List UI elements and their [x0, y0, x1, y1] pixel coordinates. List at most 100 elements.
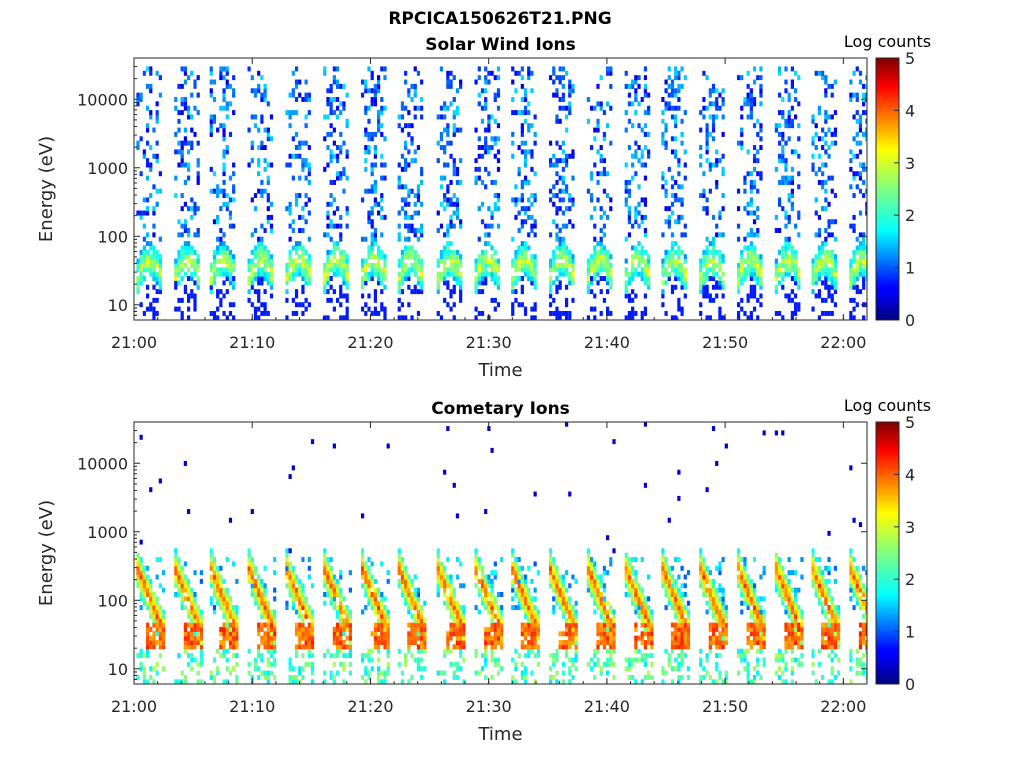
data-cell — [858, 171, 863, 177]
data-cell — [599, 310, 603, 316]
data-cell — [212, 578, 217, 584]
data-cell — [527, 267, 531, 273]
data-cell — [373, 228, 377, 233]
data-cell — [370, 561, 374, 567]
data-cell — [285, 271, 289, 277]
data-cell — [609, 626, 613, 632]
data-cell — [190, 622, 194, 628]
data-cell — [484, 592, 488, 597]
data-cell — [247, 548, 251, 554]
data-cell — [449, 635, 453, 641]
data-cell — [533, 618, 537, 624]
data-cell — [397, 552, 401, 558]
data-cell — [564, 605, 569, 611]
data-cell — [784, 236, 788, 242]
data-cell — [830, 258, 834, 264]
data-cell — [643, 92, 648, 98]
data-cell — [407, 162, 411, 168]
data-cell — [574, 631, 578, 637]
data-cell — [193, 644, 197, 650]
data-cell — [216, 315, 220, 320]
data-cell — [514, 297, 518, 303]
data-cell — [136, 101, 140, 107]
data-cell — [301, 600, 305, 606]
data-cell — [561, 631, 565, 637]
data-cell — [228, 622, 233, 628]
data-cell — [212, 679, 217, 684]
data-cell — [640, 605, 644, 611]
data-cell — [288, 201, 292, 207]
data-cell — [797, 75, 801, 81]
data-cell — [749, 101, 753, 107]
data-cell — [474, 565, 478, 571]
data-cell — [298, 640, 302, 645]
data-cell — [174, 267, 178, 273]
data-cell — [301, 302, 305, 308]
data-cell — [606, 276, 610, 281]
data-cell — [155, 153, 159, 159]
data-cell — [790, 206, 794, 212]
data-cell — [177, 592, 181, 597]
data-cell — [500, 605, 504, 611]
data-cell — [814, 131, 818, 137]
data-cell — [294, 574, 299, 580]
data-cell — [443, 245, 447, 251]
data-cell — [136, 574, 140, 580]
data-cell — [477, 670, 481, 676]
data-cell — [360, 609, 365, 615]
data-cell — [533, 280, 537, 286]
data-cell — [702, 262, 706, 268]
data-cell — [446, 188, 450, 194]
data-cell — [288, 661, 292, 667]
data-cell — [253, 123, 258, 129]
data-cell — [260, 249, 264, 255]
data-cell — [514, 570, 518, 576]
data-cell — [145, 158, 150, 164]
data-cell — [872, 280, 875, 285]
data-cell — [552, 219, 556, 225]
data-cell — [593, 653, 597, 659]
data-cell — [568, 666, 572, 672]
data-cell — [484, 674, 488, 680]
data-cell — [288, 674, 292, 680]
data-cell — [449, 622, 453, 628]
data-cell — [142, 210, 146, 216]
data-cell — [643, 131, 648, 137]
data-cell — [397, 236, 401, 242]
data-cell — [228, 101, 233, 107]
data-cell — [749, 254, 753, 260]
data-cell — [145, 644, 150, 650]
data-cell — [177, 219, 181, 225]
data-cell — [865, 206, 867, 212]
data-cell — [439, 574, 444, 580]
data-cell — [862, 262, 866, 268]
data-cell — [193, 626, 197, 632]
data-cell — [634, 596, 638, 602]
data-cell — [260, 193, 264, 199]
data-cell — [533, 640, 537, 645]
data-cell — [386, 622, 390, 628]
data-cell — [291, 583, 295, 589]
data-cell — [643, 280, 648, 286]
data-cell — [868, 307, 871, 312]
data-cell — [749, 245, 753, 251]
data-cell — [383, 276, 387, 281]
data-cell — [530, 596, 534, 602]
data-cell — [253, 276, 258, 281]
data-cell — [288, 223, 292, 229]
data-cell — [493, 92, 497, 98]
data-cell — [811, 289, 815, 295]
data-cell — [824, 149, 828, 155]
data-cell — [149, 583, 153, 589]
data-cell — [367, 276, 371, 281]
data-cell — [462, 605, 466, 611]
data-cell — [190, 592, 194, 597]
data-cell — [759, 175, 763, 181]
data-cell — [480, 249, 485, 255]
data-cell — [310, 661, 315, 667]
data-cell — [643, 145, 648, 150]
data-cell — [599, 153, 603, 159]
data-cell — [360, 583, 365, 589]
data-cell — [190, 289, 194, 295]
data-cell — [514, 679, 518, 684]
